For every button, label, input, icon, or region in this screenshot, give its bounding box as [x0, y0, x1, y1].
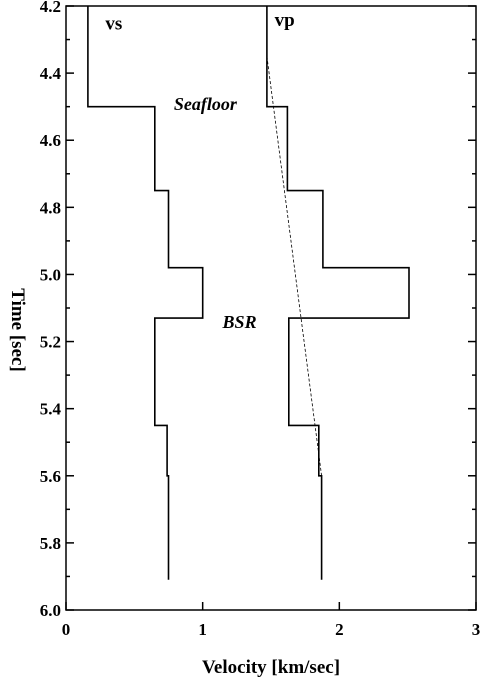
x-tick-label: 2: [335, 620, 344, 639]
bsr-annotation: BSR: [222, 312, 257, 332]
x-tick-label: 1: [198, 620, 207, 639]
y-tick-label: 5.2: [40, 333, 61, 352]
x-axis-title: Velocity [km/sec]: [202, 657, 340, 678]
y-tick-label: 4.2: [40, 0, 61, 16]
y-tick-label: 4.4: [40, 64, 62, 83]
vs-series-label: vs: [105, 13, 122, 34]
y-tick-label: 5.4: [40, 400, 62, 419]
y-tick-label: 5.6: [40, 467, 61, 486]
series-layer: [87, 6, 410, 580]
plot-frame: [65, 5, 477, 611]
y-tick-label: 4.8: [40, 198, 61, 217]
y-tick-label: 5.0: [40, 265, 61, 284]
y-tick-label: 4.6: [40, 131, 61, 150]
y-tick-label: 6.0: [40, 601, 61, 620]
vp-trend-dashed-line: [266, 56, 322, 476]
x-tick-label: 0: [62, 620, 71, 639]
x-axis-ticks: 0 1 2 3: [62, 602, 481, 639]
y-tick-label: 5.8: [40, 534, 61, 553]
x-tick-label: 3: [472, 620, 481, 639]
vp-series-label: vp: [275, 10, 295, 31]
vs-series-line: [87, 6, 204, 580]
vp-series-line: [266, 6, 410, 580]
seafloor-annotation: Seafloor: [174, 94, 238, 114]
annotation-layer: vs vp Seafloor BSR: [105, 10, 294, 332]
y-axis-title: Time [sec]: [7, 288, 28, 372]
y-axis-ticks: 4.2 4.4 4.6 4.8 5.0 5.2 5.4 5.6 5.8 6.0: [40, 0, 476, 620]
